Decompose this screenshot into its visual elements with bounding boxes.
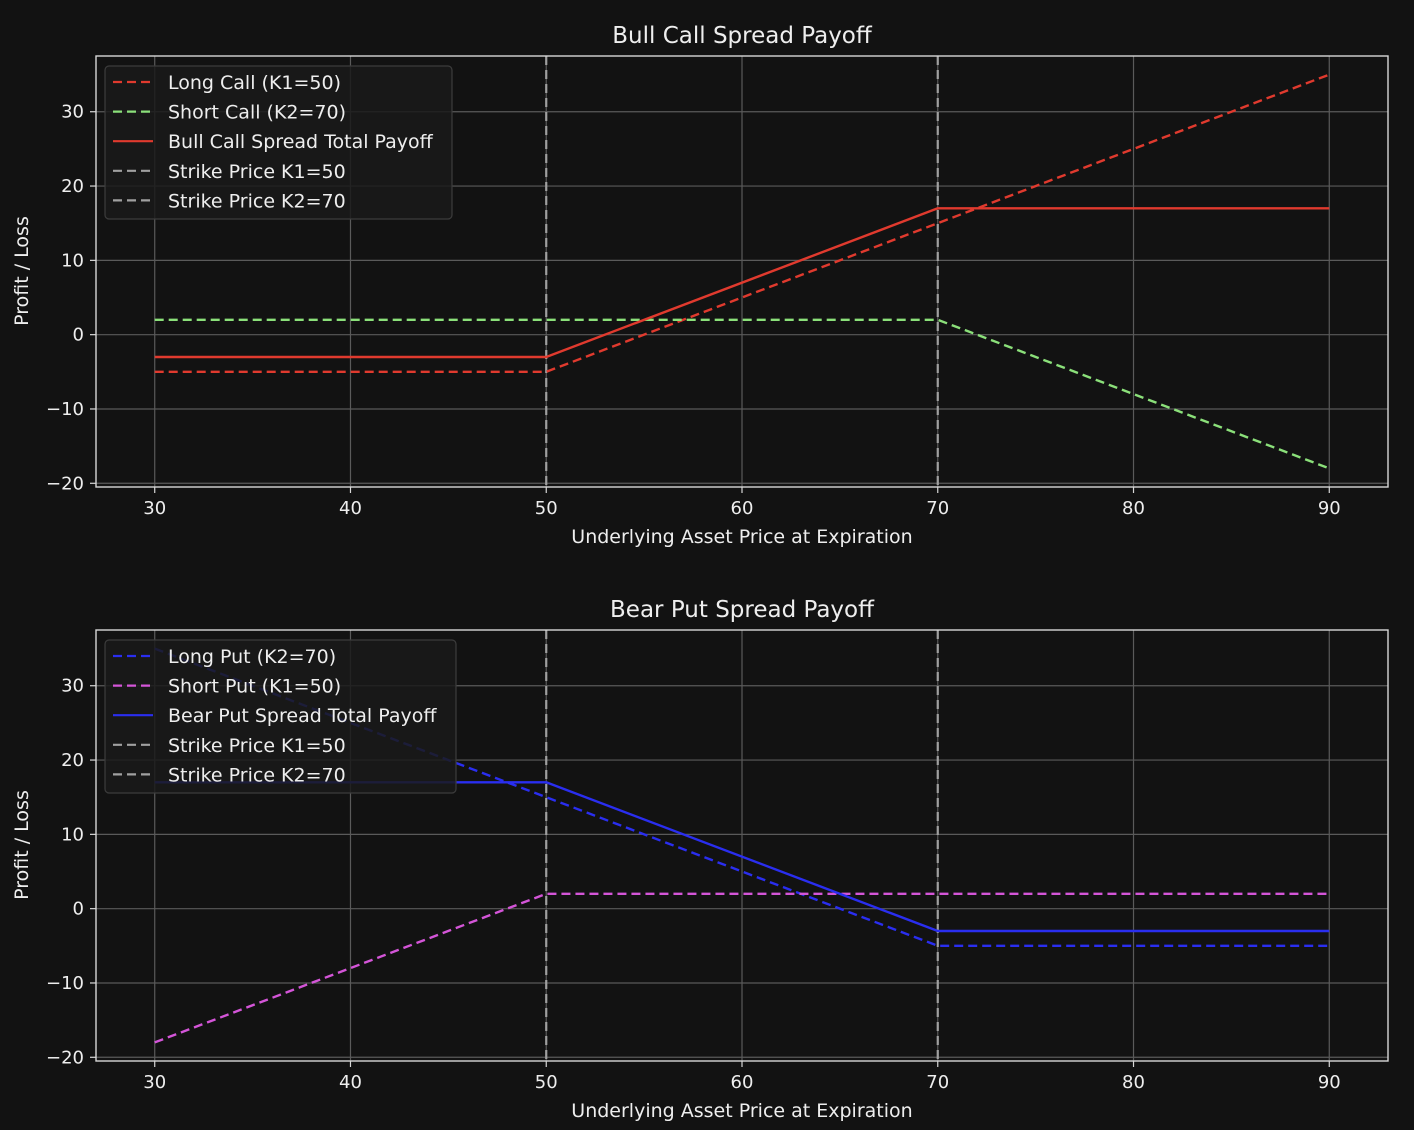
x-tick-label: 30	[143, 1072, 166, 1093]
x-tick-label: 50	[535, 1072, 558, 1093]
x-tick-label: 50	[535, 498, 558, 519]
x-tick-label: 30	[143, 498, 166, 519]
chart-bear-put-spread: Bear Put Spread Payoff −20 −10 0 10 20 30 30 4…	[11, 597, 1389, 1122]
legend-label: Strike Price K1=50	[168, 735, 346, 757]
strike-lines	[545, 630, 939, 1061]
legend-label: Strike Price K2=70	[168, 764, 346, 786]
legend-box	[104, 65, 453, 220]
y-tick-labels: −20 −10 0 10 20 30	[46, 676, 96, 1068]
legend-box	[104, 639, 457, 794]
chart-title: Bull Call Spread Payoff	[612, 23, 873, 49]
legend-label: Long Put (K2=70)	[168, 646, 336, 668]
y-tick-label: 0	[73, 325, 84, 346]
y-axis-label: Profit / Loss	[11, 216, 33, 326]
x-tick-label: 80	[1122, 498, 1145, 519]
y-tick-label: 20	[61, 176, 84, 197]
legend-label: Short Put (K1=50)	[168, 676, 341, 698]
y-tick-label: 0	[73, 899, 84, 920]
series-line	[154, 207, 1330, 359]
y-tick-label: −10	[46, 973, 84, 994]
x-tick-label: 90	[1318, 498, 1341, 519]
series-line	[154, 892, 1330, 1044]
legend: Long Call (K1=50) Short Call (K2=70) Bull …	[104, 65, 453, 220]
x-tick-label: 70	[926, 498, 949, 519]
legend-label: Long Call (K1=50)	[168, 72, 341, 94]
y-tick-label: −10	[46, 399, 84, 420]
series-lines	[154, 73, 1330, 470]
legend-label: Bull Call Spread Total Payoff	[168, 131, 434, 153]
legend-label: Strike Price K2=70	[168, 190, 346, 212]
series-line	[154, 647, 1330, 947]
legend-label: Strike Price K1=50	[168, 161, 346, 183]
y-tick-label: −20	[46, 473, 84, 494]
y-axis-label: Profit / Loss	[11, 790, 33, 900]
x-tick-label: 70	[926, 1072, 949, 1093]
x-tick-labels: 30 40 50 60 70 80 90	[143, 487, 1341, 519]
legend: Long Put (K2=70) Short Put (K1=50) Bear Pu…	[104, 639, 457, 794]
y-tick-label: 20	[61, 750, 84, 771]
chart-bull-call-spread: Bull Call Spread Payoff −20 −10 0 10 20 30 30…	[11, 23, 1389, 548]
legend-label: Bear Put Spread Total Payoff	[168, 705, 437, 727]
y-tick-label: −20	[46, 1047, 84, 1068]
series-line	[154, 73, 1330, 373]
y-tick-label: 10	[61, 824, 84, 845]
x-axis-label: Underlying Asset Price at Expiration	[571, 1100, 912, 1122]
x-tick-label: 80	[1122, 1072, 1145, 1093]
x-tick-label: 40	[339, 498, 362, 519]
x-axis-label: Underlying Asset Price at Expiration	[571, 526, 912, 548]
y-tick-labels: −20 −10 0 10 20 30	[46, 102, 96, 494]
y-tick-label: 10	[61, 250, 84, 271]
legend-label: Short Call (K2=70)	[168, 102, 346, 124]
y-tick-label: 30	[61, 676, 84, 697]
strike-lines	[545, 56, 939, 487]
chart-title: Bear Put Spread Payoff	[610, 597, 875, 623]
x-tick-label: 90	[1318, 1072, 1341, 1093]
x-tick-label: 60	[731, 498, 754, 519]
x-tick-labels: 30 40 50 60 70 80 90	[143, 1061, 1341, 1093]
y-tick-label: 30	[61, 102, 84, 123]
x-tick-label: 60	[731, 1072, 754, 1093]
x-tick-label: 40	[339, 1072, 362, 1093]
